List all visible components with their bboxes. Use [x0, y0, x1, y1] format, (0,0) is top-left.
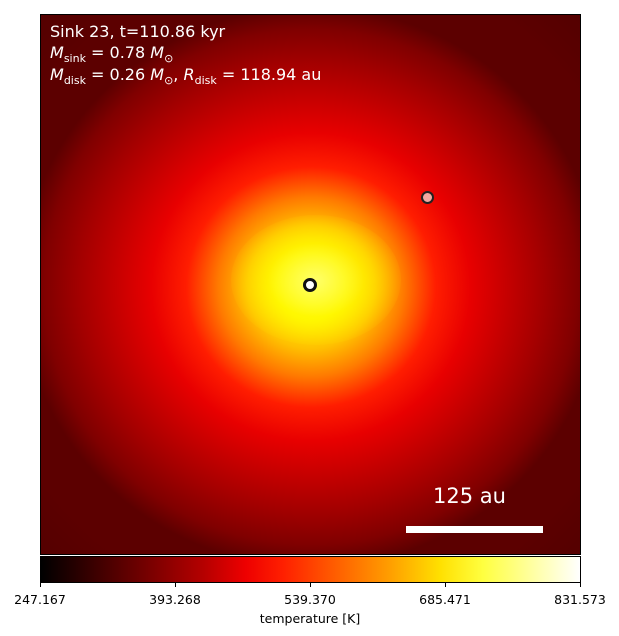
disk-mass-symbol: M [50, 65, 64, 84]
colorbar-tick [310, 583, 311, 587]
companion-sink-marker [421, 191, 434, 204]
sink-mass-label: Msink = 0.78 M⊙ [50, 43, 173, 65]
colorbar-label: temperature [K] [259, 611, 361, 626]
sink-mass-value: = 0.78 [91, 43, 146, 62]
scalebar-label: 125 au [433, 484, 506, 508]
disk-mass-subscript: disk [63, 74, 86, 88]
temperature-map: Sink 23, t=110.86 kyr Msink = 0.78 M⊙ Md… [40, 14, 581, 555]
solar-mass-symbol: M [150, 43, 165, 62]
disk-radius-symbol: R [183, 65, 195, 84]
solar-subscript: ⊙ [164, 52, 174, 66]
mass-symbol: M [50, 43, 64, 62]
colorbar-tick [445, 583, 446, 587]
colorbar-tick [580, 583, 581, 587]
disk-radius-subscript: disk [194, 74, 217, 88]
disk-solar-subscript: ⊙ [164, 74, 174, 88]
central-sink-marker [303, 278, 317, 292]
hot-core-region [231, 215, 401, 345]
colorbar-tick-label: 539.370 [284, 592, 336, 607]
sink-title: Sink 23, t=110.86 kyr [50, 22, 226, 41]
colorbar-tick-label: 831.573 [554, 592, 606, 607]
colorbar-tick [40, 583, 41, 587]
disk-solar-symbol: M [150, 65, 165, 84]
disk-mass-value: = 0.26 [91, 65, 146, 84]
disk-mass-label: Mdisk = 0.26 M⊙, Rdisk = 118.94 au [50, 65, 321, 87]
separator: , [173, 65, 179, 84]
mass-subscript: sink [63, 52, 86, 66]
colorbar-tick-label: 247.167 [14, 592, 66, 607]
colorbar-tick-label: 393.268 [149, 592, 201, 607]
colorbar-tick-label: 685.471 [419, 592, 471, 607]
disk-radius-value: = 118.94 au [221, 65, 322, 84]
scalebar [406, 526, 543, 533]
colorbar-tick [175, 583, 176, 587]
colorbar [40, 556, 581, 583]
